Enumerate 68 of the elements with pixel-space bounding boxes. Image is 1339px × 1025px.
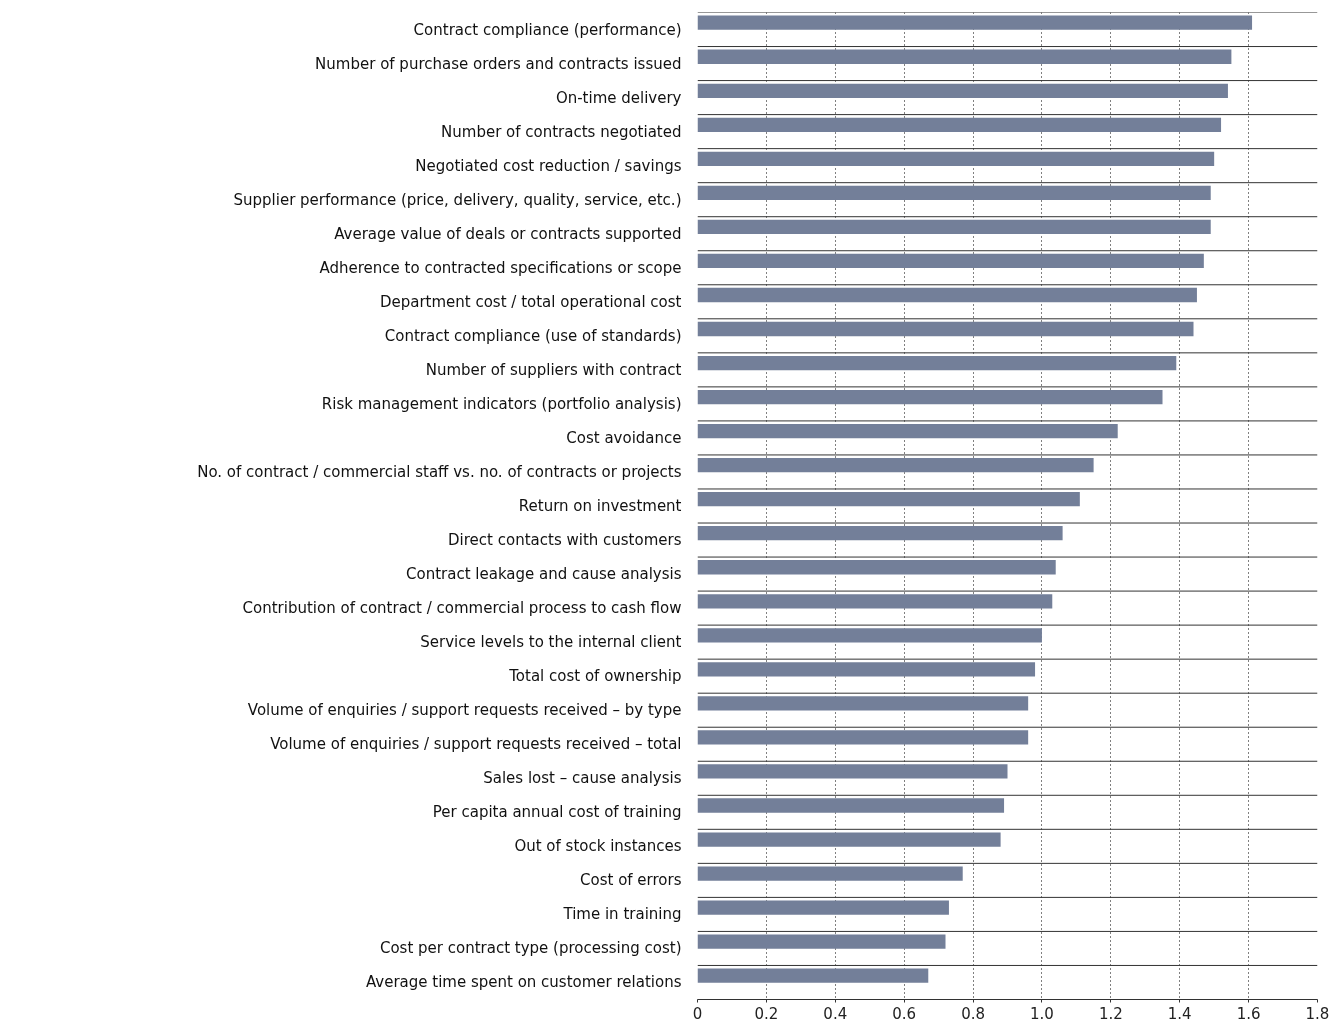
bar (697, 628, 1042, 643)
bar (697, 526, 1063, 541)
bar (697, 900, 949, 915)
y-tick-label: Cost per contract type (processing cost) (379, 939, 682, 958)
bar (697, 185, 1211, 201)
y-tick-label: Service levels to the internal client (420, 633, 682, 652)
bar (697, 355, 1177, 371)
x-tick-label: 0 (692, 1004, 703, 1023)
y-tick-label: Department cost / total operational cost (379, 292, 682, 311)
y-tick-label: Per capita annual cost of training (432, 803, 682, 822)
x-tick-label: 1.4 (1167, 1004, 1192, 1023)
bar (697, 15, 1253, 30)
y-tick-label: Time in training (562, 905, 682, 924)
x-tick-label: 0.8 (961, 1004, 985, 1023)
y-tick-label: Volume of enquiries / support requests received – total (270, 735, 682, 754)
y-tick-label: Sales lost – cause analysis (483, 769, 682, 788)
y-tick-label: Contribution of contract / commercial process to cash flow (242, 599, 682, 618)
x-tick-label: 0.6 (892, 1004, 917, 1023)
bar (697, 968, 929, 983)
x-tick-label: 1.0 (1030, 1004, 1054, 1023)
y-tick-label: Risk management indicators (portfolio analysis) (321, 394, 682, 413)
bar (697, 253, 1204, 269)
bar (697, 423, 1118, 439)
y-tick-label: Negotiated cost reduction / savings (415, 156, 682, 175)
y-tick-label: Number of suppliers with contract (425, 360, 682, 379)
y-tick-label: Contract compliance (performance) (413, 20, 682, 39)
y-tick-label: Number of contracts negotiated (441, 122, 682, 141)
bar (697, 832, 1001, 847)
bar (697, 49, 1232, 64)
bar (697, 83, 1228, 98)
bar (697, 662, 1036, 677)
y-tick-label: No. of contract / commercial staff vs. no. of contracts or projects (197, 462, 682, 481)
bar (697, 730, 1029, 745)
y-tick-label: Direct contacts with customers (448, 531, 682, 550)
bar (697, 321, 1194, 337)
x-tick-label: 0.4 (823, 1004, 848, 1023)
bar (697, 866, 963, 881)
bar (697, 151, 1215, 166)
bar (697, 764, 1008, 779)
y-tick-label: Total cost of ownership (508, 667, 682, 686)
bar (697, 117, 1222, 132)
x-tick-label: 0.2 (754, 1004, 779, 1023)
y-tick-label: Supplier performance (price, delivery, quality, service, etc.) (233, 190, 682, 209)
y-tick-label: Return on investment (518, 497, 682, 515)
bar (697, 389, 1163, 405)
bar (697, 934, 946, 949)
y-tick-label: Volume of enquiries / support requests received – by type (247, 701, 682, 720)
bar (697, 219, 1211, 235)
x-tick-label: 1.6 (1236, 1004, 1261, 1023)
y-tick-label: On-time delivery (555, 88, 682, 107)
y-tick-label: Contract compliance (use of standards) (384, 326, 682, 345)
y-tick-label: Out of stock instances (514, 837, 682, 856)
bar (697, 560, 1056, 575)
y-tick-label: Adherence to contracted specifications or scope (319, 258, 682, 277)
y-tick-label: Average time spent on customer relations (365, 973, 682, 992)
y-tick-label: Cost avoidance (566, 428, 682, 447)
y-tick-label: Contract leakage and cause analysis (406, 565, 682, 584)
bar (697, 798, 1005, 813)
bar (697, 287, 1197, 303)
bar (697, 696, 1029, 711)
x-tick-label: 1.2 (1098, 1004, 1123, 1023)
bar (697, 458, 1094, 473)
y-tick-label: Number of purchase orders and contracts issued (315, 54, 682, 73)
x-tick-label: 1.8 (1305, 1004, 1330, 1023)
y-tick-label: Cost of errors (580, 871, 682, 890)
bar (697, 594, 1053, 609)
bar (697, 492, 1080, 507)
y-tick-label: Average value of deals or contracts supported (334, 224, 682, 243)
